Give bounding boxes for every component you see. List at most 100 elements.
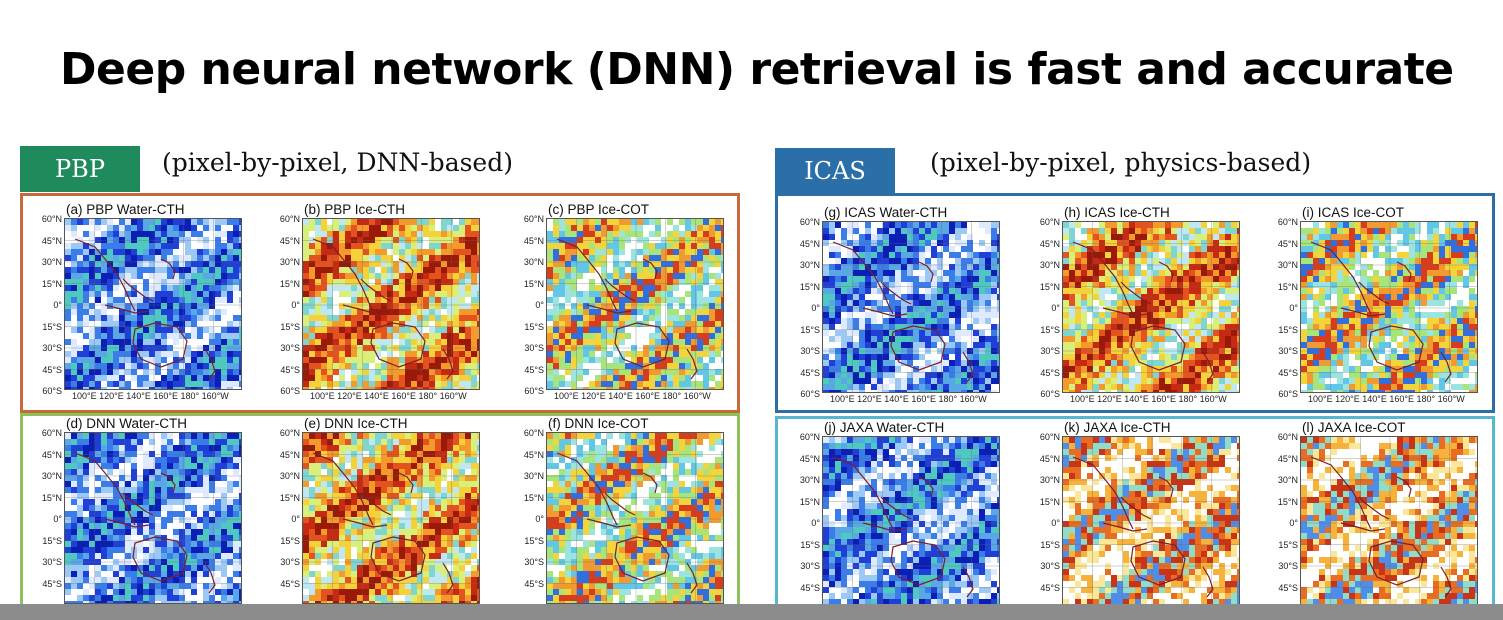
lat-tick-label: 30°N — [279, 257, 300, 267]
cloud-field-map — [1063, 222, 1239, 392]
lat-tick-label: 60°N — [279, 214, 300, 224]
lat-tick-label: 30°N — [1039, 260, 1060, 270]
cloud-field-map — [1301, 437, 1477, 607]
panel-pbp-ice-cot: (c) PBP Ice-COT 60°N 45°N 30°N 15°N 0° 15°S 30°… — [502, 202, 724, 402]
panel-title: (j) JAXA Water-CTH — [824, 420, 945, 435]
lat-tick-label: 45°S — [42, 578, 62, 589]
panel-jaxa-water-cth: (j) JAXA Water-CTH 60°N 45°N 30°N 15°N 0° 15°S… — [778, 420, 1000, 620]
lat-tick-label: 15°S — [524, 535, 544, 546]
lat-tick-label: 15°S — [800, 539, 820, 550]
lat-tick-label: 15°N — [41, 492, 62, 503]
panel-dnn-ice-cot: (f) DNN Ice-COT 60°N 45°N 30°N 15°N 0° 15°S 30°… — [502, 416, 724, 616]
lat-tick-label: 15°N — [523, 278, 544, 289]
lat-tick-label: 45°S — [1040, 367, 1060, 378]
cloud-field-map — [1063, 437, 1239, 607]
lat-tick-label: 15°S — [524, 321, 544, 332]
lat-tick-label: 30°N — [279, 471, 300, 481]
lon-tick-labels: 100°E 120°E 140°E 160°E 180° 160°W — [554, 391, 711, 401]
cloud-map — [822, 436, 1000, 608]
lat-tick-label: 15°S — [1040, 539, 1060, 550]
panel-icas-ice-cth: (h) ICAS Ice-CTH 60°N 45°N 30°N 15°N 0° 15°S 30… — [1018, 205, 1240, 405]
lat-tick-label: 30°S — [524, 343, 544, 353]
lat-tick-label: 45°S — [1278, 582, 1298, 593]
lat-tick-label: 30°S — [42, 557, 62, 567]
lat-tick-label: 30°S — [280, 343, 300, 353]
cloud-map — [546, 432, 724, 604]
lat-tick-label: 30°N — [799, 260, 820, 270]
cloud-field-map — [65, 433, 241, 603]
lat-tick-label: 30°S — [1040, 561, 1060, 571]
lat-tick-label: 60°N — [41, 428, 62, 438]
lat-tick-label: 0° — [1051, 303, 1060, 313]
panel-title: (i) ICAS Ice-COT — [1302, 205, 1405, 220]
lat-tick-label: 60°S — [800, 389, 820, 399]
cloud-map — [64, 432, 242, 604]
lat-tick-label: 60°S — [280, 386, 300, 396]
cloud-map — [302, 432, 480, 604]
cloud-map — [1300, 436, 1478, 608]
lat-tick-label: 30°S — [42, 343, 62, 353]
lat-tick-label: 30°S — [524, 557, 544, 567]
lon-tick-labels: 100°E 120°E 140°E 160°E 180° 160°W — [310, 391, 467, 401]
lat-tick-label: 45°N — [279, 449, 300, 460]
panel-jaxa-ice-cot: (l) JAXA Ice-COT 60°N 45°N 30°N 15°N 0° 15°S 30… — [1256, 420, 1478, 620]
lat-tick-label: 0° — [1289, 518, 1298, 528]
lat-tick-label: 60°N — [799, 217, 820, 227]
lat-tick-label: 15°S — [1040, 324, 1060, 335]
cloud-field-map — [303, 433, 479, 603]
lat-tick-label: 30°N — [523, 257, 544, 267]
lat-tick-label: 60°N — [523, 214, 544, 224]
lat-tick-label: 0° — [535, 300, 544, 310]
cloud-map — [822, 221, 1000, 393]
lat-tick-label: 15°N — [1039, 496, 1060, 507]
panel-dnn-ice-cth: (e) DNN Ice-CTH 60°N 45°N 30°N 15°N 0° 15°S 30°… — [258, 416, 480, 616]
panel-title: (h) ICAS Ice-CTH — [1064, 205, 1170, 220]
panel-title: (a) PBP Water-CTH — [66, 202, 185, 217]
lat-tick-label: 45°S — [800, 582, 820, 593]
lat-tick-label: 30°N — [799, 475, 820, 485]
lat-tick-label: 30°N — [41, 257, 62, 267]
cloud-map — [546, 218, 724, 390]
lat-tick-label: 15°N — [279, 278, 300, 289]
lat-tick-label: 60°N — [799, 432, 820, 442]
lat-tick-label: 0° — [53, 300, 62, 310]
lat-tick-label: 15°N — [1277, 281, 1298, 292]
lat-tick-label: 15°N — [523, 492, 544, 503]
lat-tick-label: 45°S — [524, 364, 544, 375]
panel-title: (g) ICAS Water-CTH — [824, 205, 948, 220]
lat-tick-label: 15°N — [1039, 281, 1060, 292]
panel-title: (l) JAXA Ice-COT — [1302, 420, 1406, 435]
lat-tick-label: 0° — [291, 514, 300, 524]
lat-tick-label: 45°S — [1278, 367, 1298, 378]
cloud-map — [64, 218, 242, 390]
cloud-field-map — [303, 219, 479, 389]
cloud-field-map — [823, 437, 999, 607]
icas-tag: ICAS — [775, 148, 895, 194]
lon-tick-labels: 100°E 120°E 140°E 160°E 180° 160°W — [1308, 394, 1465, 404]
icas-description: (pixel-by-pixel, physics-based) — [930, 148, 1312, 177]
panel-title: (f) DNN Ice-COT — [548, 416, 649, 431]
lat-tick-label: 60°S — [524, 386, 544, 396]
lat-tick-label: 60°N — [1039, 432, 1060, 442]
lat-tick-label: 15°S — [280, 321, 300, 332]
lat-tick-label: 0° — [1289, 303, 1298, 313]
lat-tick-label: 60°N — [1039, 217, 1060, 227]
cloud-map — [302, 218, 480, 390]
pbp-description: (pixel-by-pixel, DNN-based) — [162, 148, 513, 177]
lat-tick-label: 45°S — [1040, 582, 1060, 593]
lat-tick-label: 30°S — [280, 557, 300, 567]
lat-tick-label: 45°N — [1039, 453, 1060, 464]
lat-tick-label: 15°S — [42, 535, 62, 546]
cloud-field-map — [1301, 222, 1477, 392]
lon-tick-labels: 100°E 120°E 140°E 160°E 180° 160°W — [72, 391, 229, 401]
lat-tick-label: 60°N — [1277, 432, 1298, 442]
panel-icas-ice-cot: (i) ICAS Ice-COT 60°N 45°N 30°N 15°N 0° 15°S 30… — [1256, 205, 1478, 405]
cloud-field-map — [547, 433, 723, 603]
lat-tick-label: 0° — [53, 514, 62, 524]
lat-tick-label: 30°S — [800, 346, 820, 356]
lat-tick-label: 15°N — [41, 278, 62, 289]
lat-tick-label: 45°S — [800, 367, 820, 378]
panel-dnn-water-cth: (d) DNN Water-CTH 60°N 45°N 30°N 15°N 0° 15°S 3… — [20, 416, 242, 616]
lat-tick-label: 15°S — [1278, 324, 1298, 335]
lat-tick-label: 60°N — [41, 214, 62, 224]
